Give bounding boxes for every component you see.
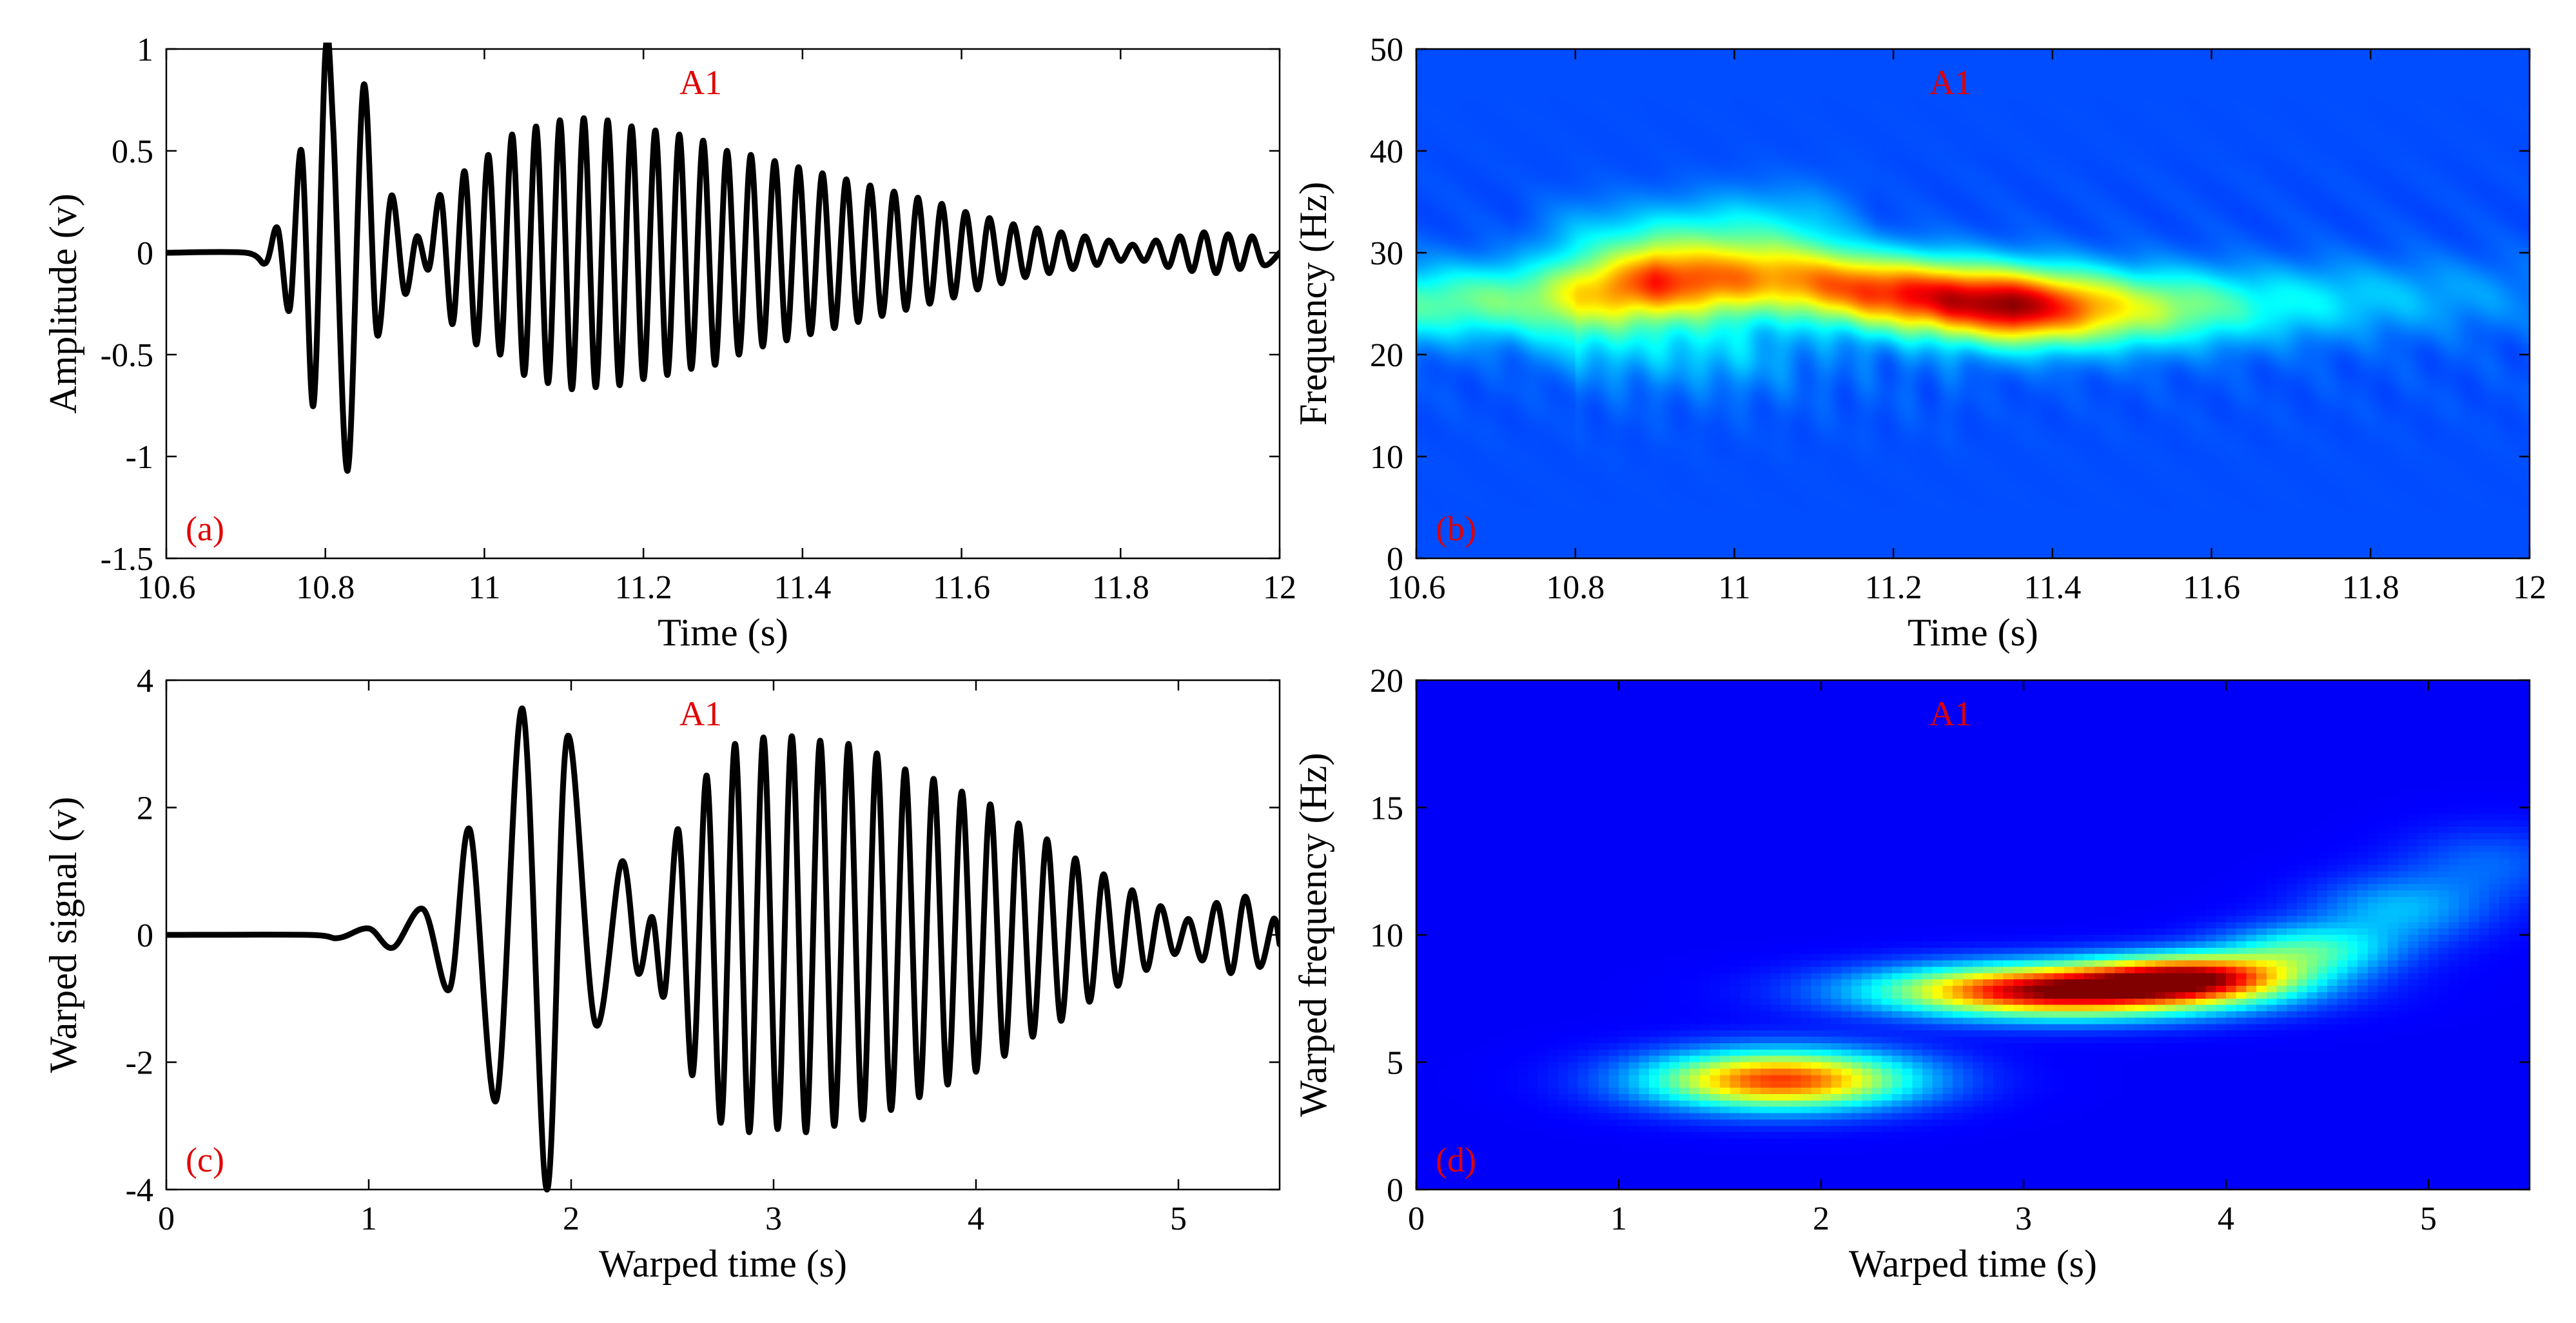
- axes-frame-b: [1415, 48, 2531, 560]
- panel-label-c: (c): [186, 1141, 224, 1179]
- y-tick-label-b-4: 40: [1370, 133, 1403, 170]
- x-tick-label-c-1: 1: [360, 1200, 377, 1237]
- y-tick-label-a-5: 1: [137, 32, 153, 68]
- y-tick-label-c-0: -4: [126, 1172, 153, 1209]
- y-tick-label-c-1: -2: [126, 1045, 153, 1082]
- x-axis-title-d: Warped time (s): [1849, 1242, 2097, 1285]
- y-tick-label-d-1: 5: [1387, 1045, 1403, 1082]
- plot-background-a: [166, 49, 1280, 558]
- x-tick-label-b-5: 11.6: [2183, 569, 2240, 606]
- x-tick-label-b-7: 12: [2513, 569, 2546, 606]
- x-tick-label-a-7: 12: [1263, 569, 1296, 606]
- annotation-d: A1: [1929, 694, 1972, 733]
- y-tick-label-d-2: 10: [1370, 917, 1403, 954]
- y-tick-label-d-0: 0: [1387, 1172, 1403, 1209]
- y-tick-label-b-2: 20: [1370, 337, 1403, 374]
- y-tick-label-b-5: 50: [1370, 32, 1403, 68]
- x-tick-label-c-5: 5: [1170, 1200, 1187, 1237]
- x-tick-label-a-5: 11.6: [933, 569, 990, 606]
- panel-label-a: (a): [186, 509, 224, 548]
- x-tick-label-b-0: 10.6: [1387, 569, 1446, 606]
- axes-frame-a: [165, 48, 1281, 560]
- panel-b: 10.6 10.8 11 11.2 11.4 11.6 11.8 12 0 10 20 30 40 50 T…: [1292, 32, 2546, 654]
- y-tick-label-a-1: -1: [126, 439, 153, 476]
- y-axis-title-d: Warped frequency (Hz): [1292, 753, 1334, 1117]
- panel-label-b: (b): [1436, 509, 1476, 548]
- x-tick-label-b-3: 11.2: [1865, 569, 1922, 606]
- x-tick-label-b-4: 11.4: [2024, 569, 2081, 606]
- y-axis-title-b: Frequency (Hz): [1292, 182, 1334, 426]
- x-axis-title-c: Warped time (s): [599, 1242, 847, 1285]
- x-tick-label-d-2: 2: [1813, 1200, 1830, 1237]
- x-tick-label-a-3: 11.2: [615, 569, 672, 606]
- panel-d: 0 1 2 3 4 5 0 5 10 15 20 Warped time (s) Warped freq…: [1292, 663, 2531, 1285]
- x-tick-label-d-1: 1: [1610, 1200, 1627, 1237]
- y-tick-label-a-4: 0.5: [112, 133, 153, 170]
- y-tick-label-a-3: 0: [137, 235, 153, 272]
- heatmap-image-b: [1416, 49, 2530, 558]
- x-tick-label-d-4: 4: [2218, 1200, 2234, 1237]
- y-tick-label-a-0: -1.5: [101, 541, 153, 578]
- x-tick-label-d-3: 3: [2015, 1200, 2032, 1237]
- x-tick-label-c-4: 4: [968, 1200, 984, 1237]
- x-tick-label-b-6: 11.8: [2342, 569, 2399, 606]
- heatmap-image-d: [1416, 680, 2530, 1190]
- annotation-c: A1: [679, 694, 722, 733]
- x-tick-label-a-2: 11: [468, 569, 500, 606]
- panel-label-d: (d): [1436, 1141, 1476, 1179]
- series-line-c-0: [166, 705, 1280, 1193]
- x-tick-label-a-1: 10.8: [296, 569, 355, 606]
- annotation-a: A1: [679, 63, 722, 102]
- annotation-b: A1: [1929, 63, 1972, 102]
- y-tick-label-c-4: 4: [137, 663, 153, 700]
- panel-a: 10.6 10.8 11 11.2 11.4 11.6 11.8 12 -1.5 -1 -0.5 0 0…: [42, 32, 1296, 654]
- y-tick-label-c-2: 0: [137, 917, 153, 954]
- y-tick-label-d-4: 20: [1370, 663, 1403, 700]
- y-tick-label-b-0: 0: [1387, 541, 1403, 578]
- x-tick-label-c-2: 2: [563, 1200, 580, 1237]
- x-axis-title-b: Time (s): [1908, 611, 2038, 654]
- x-tick-label-c-0: 0: [158, 1200, 175, 1237]
- x-tick-label-a-6: 11.8: [1092, 569, 1149, 606]
- y-axis-title-a: Amplitude (v): [42, 193, 84, 414]
- x-tick-label-c-3: 3: [765, 1200, 782, 1237]
- x-tick-label-d-0: 0: [1408, 1200, 1425, 1237]
- x-tick-label-b-2: 11: [1718, 569, 1750, 606]
- x-tick-label-d-5: 5: [2420, 1200, 2437, 1237]
- y-tick-label-b-3: 30: [1370, 235, 1403, 272]
- y-tick-label-c-3: 2: [137, 790, 153, 827]
- y-tick-label-a-2: -0.5: [101, 337, 153, 374]
- y-tick-label-b-1: 10: [1370, 439, 1403, 476]
- panel-c: 0 1 2 3 4 5 -4 -2 0 2 4 Warped time (s) Warped signa…: [42, 663, 1281, 1285]
- y-axis-title-c: Warped signal (v): [42, 797, 84, 1073]
- y-tick-label-d-3: 15: [1370, 790, 1403, 827]
- x-tick-label-a-0: 10.6: [137, 569, 196, 606]
- x-tick-label-b-1: 10.8: [1546, 569, 1605, 606]
- x-axis-title-a: Time (s): [658, 611, 788, 654]
- series-line-a-0: [166, 43, 1280, 474]
- x-tick-label-a-4: 11.4: [774, 569, 831, 606]
